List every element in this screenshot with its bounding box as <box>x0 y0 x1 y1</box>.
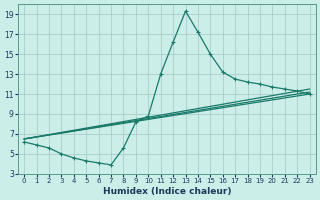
X-axis label: Humidex (Indice chaleur): Humidex (Indice chaleur) <box>103 187 231 196</box>
